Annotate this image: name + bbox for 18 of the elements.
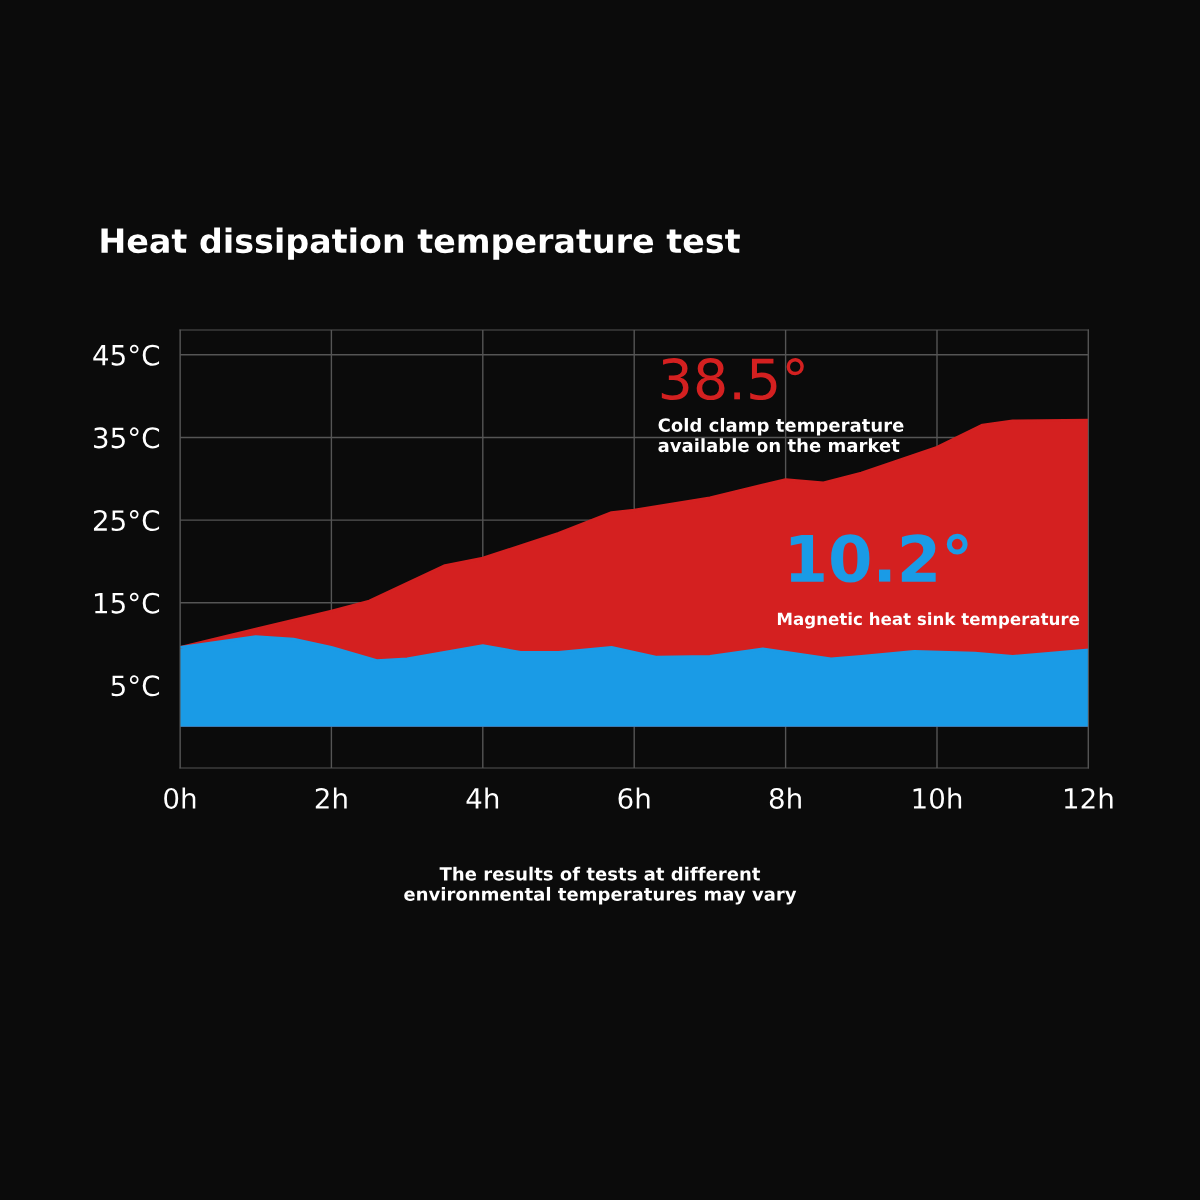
annotation: 38.5° xyxy=(661,358,804,401)
y-tick-label: 35°C xyxy=(94,427,160,449)
x-tick-label: 10h xyxy=(913,787,962,809)
annotation: Magnetic heat sink temperature xyxy=(777,612,1080,629)
x-tick-label: 12h xyxy=(1064,787,1113,809)
text: The results of tests at different environmental temperatures may vary xyxy=(404,866,797,905)
y-tick-label: 5°C xyxy=(111,675,160,697)
x-tick-label: 0h xyxy=(164,787,196,809)
chart-title: Heat dissipation temperature test xyxy=(101,227,740,260)
y-tick-label: 45°C xyxy=(93,344,160,366)
x-tick-label: 8h xyxy=(769,787,801,809)
y-tick-label: 25°C xyxy=(93,510,160,532)
x-tick-label: 2h xyxy=(315,787,347,809)
annotation: 10.2° xyxy=(790,533,968,583)
y-tick-label: 15°C xyxy=(94,592,160,614)
x-tick-label: 6h xyxy=(618,787,650,809)
x-tick-label: 4h xyxy=(466,787,499,809)
annotation: Cold clamp temperature available on the market xyxy=(658,417,904,453)
